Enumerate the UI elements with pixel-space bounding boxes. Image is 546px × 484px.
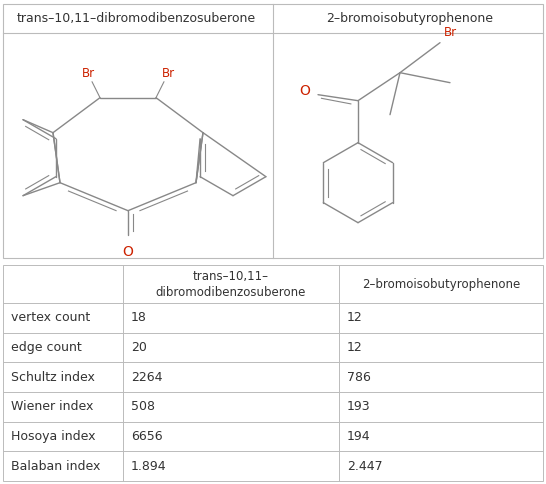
Text: Wiener index: Wiener index (11, 400, 93, 413)
Text: Br: Br (81, 67, 94, 80)
Text: O: O (122, 245, 133, 258)
Text: Hosoya index: Hosoya index (11, 430, 96, 443)
Text: 2–bromoisobutyrophenone: 2–bromoisobutyrophenone (362, 278, 520, 291)
Text: O: O (299, 84, 310, 98)
Text: 6656: 6656 (131, 430, 163, 443)
Text: 193: 193 (347, 400, 371, 413)
Text: 1.894: 1.894 (131, 460, 167, 473)
Text: edge count: edge count (11, 341, 82, 354)
Text: 12: 12 (347, 341, 363, 354)
Text: 20: 20 (131, 341, 147, 354)
Text: vertex count: vertex count (11, 311, 90, 324)
Text: 508: 508 (131, 400, 155, 413)
Text: 2.447: 2.447 (347, 460, 383, 473)
Text: Br: Br (444, 26, 457, 39)
Text: Balaban index: Balaban index (11, 460, 100, 473)
Text: trans–10,11–
dibromodibenzosuberone: trans–10,11– dibromodibenzosuberone (156, 270, 306, 299)
Text: 194: 194 (347, 430, 371, 443)
Text: 18: 18 (131, 311, 147, 324)
Text: 2264: 2264 (131, 371, 163, 384)
Text: Schultz index: Schultz index (11, 371, 95, 384)
Text: 786: 786 (347, 371, 371, 384)
Text: 12: 12 (347, 311, 363, 324)
Text: 2–bromoisobutyrophenone: 2–bromoisobutyrophenone (327, 12, 494, 25)
Text: Br: Br (162, 67, 175, 80)
Text: trans–10,11–dibromodibenzosuberone: trans–10,11–dibromodibenzosuberone (16, 12, 256, 25)
